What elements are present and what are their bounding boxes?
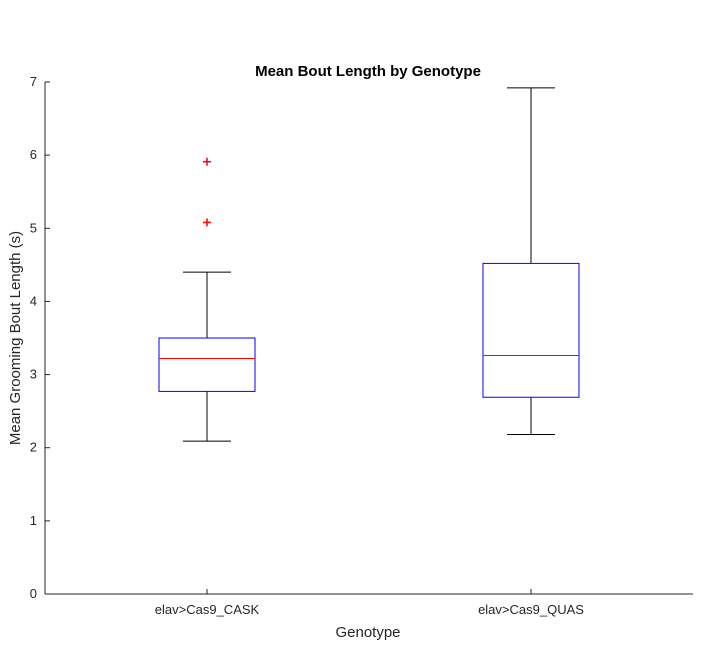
y-tick-label: 1 <box>30 513 37 528</box>
y-tick-label: 7 <box>30 74 37 89</box>
y-tick-label: 5 <box>30 220 37 235</box>
y-tick-label: 6 <box>30 147 37 162</box>
y-tick-label: 4 <box>30 293 37 308</box>
plot-frame <box>44 82 693 595</box>
x-tick-label: elav>Cas9_QUAS <box>478 602 584 617</box>
y-axis-label: Mean Grooming Bout Length (s) <box>7 231 24 445</box>
chart-title: Mean Bout Length by Genotype <box>255 63 481 80</box>
y-tick-label: 0 <box>30 586 37 601</box>
y-tick-label: 2 <box>30 440 37 455</box>
box-group <box>482 87 580 436</box>
outlier-marker <box>203 157 211 166</box>
y-axis-ticks: 0 1 2 3 4 5 6 7 <box>30 74 50 601</box>
box-iqr <box>482 262 580 398</box>
x-axis-label: Genotype <box>335 624 400 641</box>
outlier-marker <box>203 218 211 227</box>
box-series <box>158 87 580 442</box>
y-tick-label: 3 <box>30 367 37 382</box>
x-tick-label: elav>Cas9_CASK <box>155 602 260 617</box>
box-iqr <box>158 337 256 392</box>
x-axis-ticks: elav>Cas9_CASK elav>Cas9_QUAS <box>155 589 584 617</box>
box-group <box>158 157 256 442</box>
